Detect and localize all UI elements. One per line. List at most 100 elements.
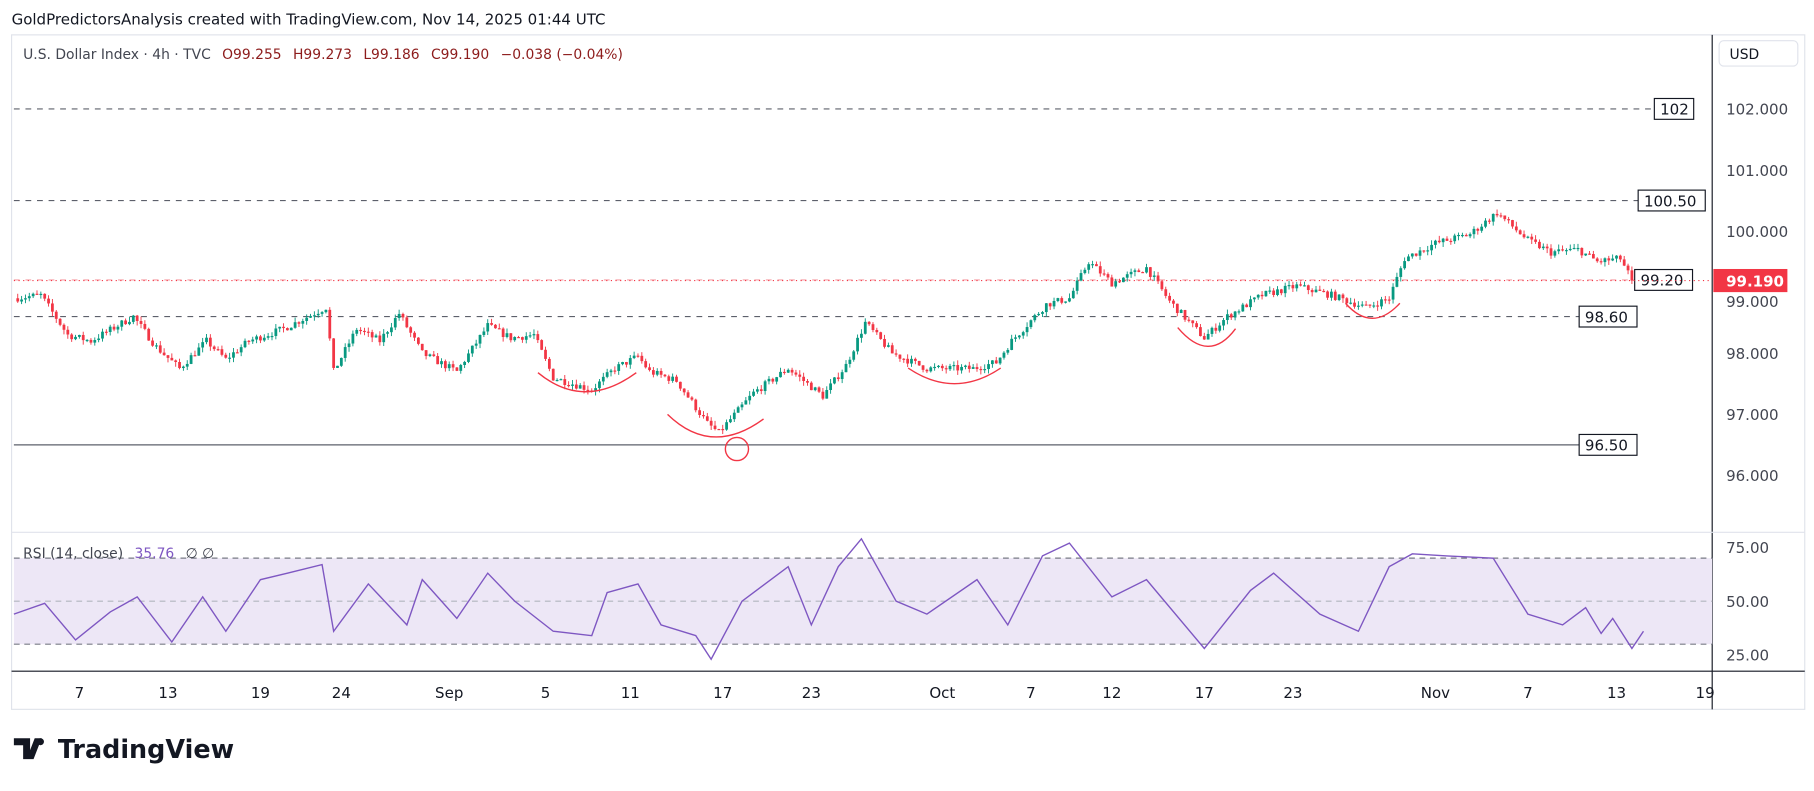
price-tick-label: 97.000: [1726, 406, 1779, 424]
candle-body: [405, 317, 409, 328]
tradingview-logo[interactable]: TradingView: [13, 735, 234, 765]
candle-body: [1441, 238, 1445, 243]
candle-body: [1603, 258, 1607, 263]
candle-body: [332, 338, 336, 368]
candle-body: [1044, 303, 1048, 313]
candle-body: [867, 321, 871, 325]
candle-body: [1079, 273, 1083, 281]
candle-body: [1048, 303, 1052, 307]
candle-body: [208, 337, 212, 347]
currency-button[interactable]: [1718, 40, 1799, 67]
candle-body: [1457, 234, 1460, 237]
candle-body: [1615, 255, 1618, 259]
candle-body: [35, 293, 39, 295]
candle-body: [1037, 313, 1041, 316]
candle-body: [494, 324, 497, 329]
candle-body: [232, 352, 235, 358]
candle-body: [266, 336, 270, 338]
time-tick-label: 7: [1026, 684, 1036, 702]
current-price-badge: [1713, 268, 1788, 293]
candle-body: [1052, 300, 1056, 307]
candle-body: [713, 425, 717, 430]
candle-body: [259, 336, 262, 341]
ohlc-legend: U.S. Dollar Index · 4h · TVC O99.255 H99…: [23, 47, 623, 63]
candle-body: [694, 399, 698, 411]
candle-body: [359, 329, 362, 332]
candle-body: [131, 315, 135, 322]
candle-body: [517, 337, 520, 339]
candle-body: [297, 322, 301, 324]
candle-body: [1179, 310, 1183, 314]
candle-body: [443, 361, 447, 369]
candle-body: [378, 335, 382, 343]
candle-body: [1399, 268, 1403, 277]
candle-body: [1630, 270, 1634, 281]
candle-body: [1468, 234, 1472, 237]
candle-body: [1430, 244, 1433, 251]
candle-body: [1491, 213, 1495, 222]
candle-body: [197, 347, 201, 356]
candle-body: [185, 363, 189, 367]
candle-body: [555, 379, 559, 382]
candle-body: [1368, 304, 1372, 306]
candle-body: [601, 376, 605, 382]
candle-body: [1353, 302, 1356, 307]
candle-body: [625, 362, 628, 365]
level-label-box: [1578, 433, 1638, 456]
candle-body: [1233, 311, 1237, 318]
candle-body: [1472, 228, 1476, 235]
candle-body: [482, 331, 486, 335]
candle-body: [312, 315, 316, 317]
candle-body: [1364, 304, 1368, 306]
candle-body: [655, 370, 659, 375]
candle-body: [1025, 327, 1029, 333]
candle-body: [1611, 258, 1615, 261]
candle-body: [767, 378, 771, 382]
candle-body: [586, 389, 590, 392]
candle-body: [1218, 325, 1222, 331]
candle-body: [833, 377, 836, 384]
candle-body: [536, 334, 540, 341]
candle-body: [478, 334, 482, 344]
candle-body: [1514, 226, 1518, 231]
candle-body: [1252, 297, 1256, 300]
candle-body: [1526, 236, 1530, 238]
candle-body: [1376, 305, 1380, 307]
currency-label: USD: [1730, 47, 1760, 63]
candle-body: [170, 357, 174, 361]
candle-body: [1345, 298, 1349, 304]
candle-body: [1591, 254, 1595, 259]
candle-body: [235, 352, 239, 354]
candle-body: [1137, 270, 1141, 273]
candle-body: [956, 365, 960, 371]
candle-body: [1091, 264, 1094, 266]
candle-body: [1222, 320, 1225, 326]
candle-body: [1056, 298, 1060, 301]
candle-body: [309, 315, 312, 318]
level-label: 98.60: [1585, 308, 1628, 326]
candle-body: [571, 384, 574, 386]
candle-body: [54, 311, 58, 319]
candle-body: [621, 362, 624, 365]
candle-body: [1503, 215, 1507, 220]
candle-body: [794, 372, 798, 375]
candle-body: [366, 331, 370, 333]
candle-body: [732, 412, 736, 420]
candle-body: [894, 353, 898, 355]
time-tick-label: 11: [621, 684, 640, 702]
candle-body: [1110, 277, 1114, 287]
candle-body: [420, 343, 424, 351]
candle-body: [343, 347, 347, 358]
candle-body: [1360, 304, 1364, 306]
candle-body: [1191, 320, 1195, 324]
candle-body: [1422, 250, 1426, 252]
candle-body: [216, 349, 220, 351]
candle-body: [1618, 255, 1622, 260]
candle-body: [347, 343, 351, 348]
candle-body: [1098, 266, 1102, 274]
candle-body: [559, 379, 563, 381]
candle-body: [62, 324, 66, 330]
candle-body: [386, 332, 389, 334]
rounded-bottom-arc: [1344, 302, 1401, 319]
